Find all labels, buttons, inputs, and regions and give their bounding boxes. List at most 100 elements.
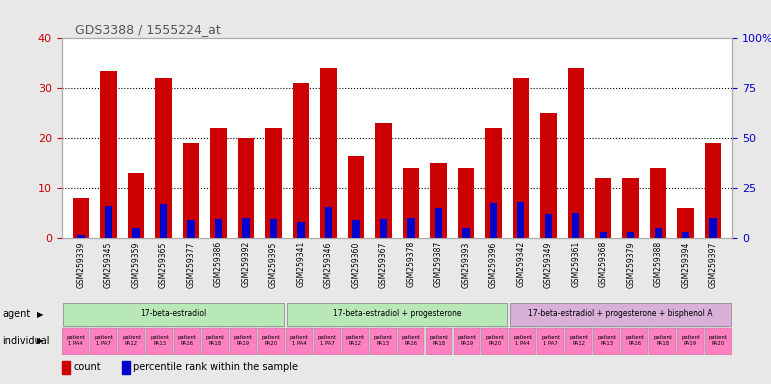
FancyBboxPatch shape bbox=[287, 303, 507, 326]
Bar bbox=[132, 228, 140, 238]
Bar bbox=[544, 214, 552, 238]
FancyBboxPatch shape bbox=[537, 328, 564, 355]
Text: patient
1 PA7: patient 1 PA7 bbox=[94, 335, 113, 346]
FancyBboxPatch shape bbox=[621, 328, 648, 355]
Text: patient
1 PA4: patient 1 PA4 bbox=[513, 335, 532, 346]
Bar bbox=[100, 71, 116, 238]
FancyBboxPatch shape bbox=[565, 328, 592, 355]
Text: GSM259339: GSM259339 bbox=[76, 241, 86, 288]
Text: patient
PA19: patient PA19 bbox=[681, 335, 700, 346]
Text: GSM259386: GSM259386 bbox=[214, 241, 223, 288]
Bar bbox=[77, 235, 85, 238]
Text: patient
PA12: patient PA12 bbox=[569, 335, 588, 346]
Text: patient
PA20: patient PA20 bbox=[486, 335, 504, 346]
Bar bbox=[513, 78, 529, 238]
Bar bbox=[122, 361, 130, 374]
Text: GSM259365: GSM259365 bbox=[159, 241, 168, 288]
Bar bbox=[210, 128, 227, 238]
Bar bbox=[595, 178, 611, 238]
Text: GSM259388: GSM259388 bbox=[654, 241, 663, 287]
Bar bbox=[237, 138, 254, 238]
FancyBboxPatch shape bbox=[118, 328, 145, 355]
Bar bbox=[187, 220, 194, 238]
Text: patient
1 PA7: patient 1 PA7 bbox=[541, 335, 561, 346]
Text: patient
PA18: patient PA18 bbox=[429, 335, 449, 346]
FancyBboxPatch shape bbox=[63, 303, 284, 326]
Text: GSM259392: GSM259392 bbox=[241, 241, 251, 288]
Text: GSM259396: GSM259396 bbox=[489, 241, 498, 288]
Bar bbox=[242, 218, 250, 238]
Bar bbox=[214, 219, 222, 238]
Text: patient
PA13: patient PA13 bbox=[374, 335, 392, 346]
Text: patient
1 PA4: patient 1 PA4 bbox=[290, 335, 308, 346]
FancyBboxPatch shape bbox=[593, 328, 620, 355]
Bar bbox=[270, 219, 277, 238]
Bar bbox=[655, 228, 662, 238]
Text: GSM259359: GSM259359 bbox=[131, 241, 140, 288]
Text: agent: agent bbox=[2, 309, 31, 319]
Text: patient
PA16: patient PA16 bbox=[178, 335, 197, 346]
FancyBboxPatch shape bbox=[398, 328, 425, 355]
Text: patient
PA20: patient PA20 bbox=[709, 335, 728, 346]
FancyBboxPatch shape bbox=[90, 328, 117, 355]
Bar bbox=[600, 232, 607, 238]
Text: patient
PA16: patient PA16 bbox=[402, 335, 420, 346]
Bar bbox=[375, 123, 392, 238]
Text: count: count bbox=[73, 362, 101, 372]
FancyBboxPatch shape bbox=[314, 328, 341, 355]
FancyBboxPatch shape bbox=[453, 328, 480, 355]
FancyBboxPatch shape bbox=[342, 328, 369, 355]
Text: patient
PA12: patient PA12 bbox=[122, 335, 141, 346]
Text: GSM259397: GSM259397 bbox=[709, 241, 718, 288]
FancyBboxPatch shape bbox=[481, 328, 508, 355]
Bar bbox=[325, 207, 332, 238]
Bar bbox=[567, 68, 584, 238]
FancyBboxPatch shape bbox=[258, 328, 284, 355]
Bar bbox=[155, 78, 172, 238]
Text: GSM259378: GSM259378 bbox=[406, 241, 416, 288]
Bar bbox=[352, 220, 359, 238]
Text: patient
PA13: patient PA13 bbox=[150, 335, 169, 346]
Text: patient
PA18: patient PA18 bbox=[653, 335, 672, 346]
Text: GSM259349: GSM259349 bbox=[544, 241, 553, 288]
Bar bbox=[160, 204, 167, 238]
Bar bbox=[320, 68, 337, 238]
Text: GSM259367: GSM259367 bbox=[379, 241, 388, 288]
Bar bbox=[709, 218, 717, 238]
Text: GSM259379: GSM259379 bbox=[626, 241, 635, 288]
FancyBboxPatch shape bbox=[230, 328, 257, 355]
Text: GSM259342: GSM259342 bbox=[517, 241, 525, 288]
FancyBboxPatch shape bbox=[677, 328, 704, 355]
FancyBboxPatch shape bbox=[649, 328, 676, 355]
FancyBboxPatch shape bbox=[202, 328, 229, 355]
Text: GSM259341: GSM259341 bbox=[296, 241, 305, 288]
Bar bbox=[485, 128, 501, 238]
Text: percentile rank within the sample: percentile rank within the sample bbox=[133, 362, 298, 372]
Bar bbox=[540, 113, 557, 238]
Text: GSM259345: GSM259345 bbox=[104, 241, 113, 288]
Bar bbox=[62, 361, 70, 374]
Text: patient
1 PA4: patient 1 PA4 bbox=[66, 335, 85, 346]
Bar bbox=[490, 203, 497, 238]
Bar bbox=[379, 219, 387, 238]
Bar bbox=[462, 228, 470, 238]
Bar bbox=[650, 168, 666, 238]
Bar bbox=[128, 173, 144, 238]
Text: GSM259346: GSM259346 bbox=[324, 241, 333, 288]
Bar bbox=[682, 232, 689, 238]
Text: 17-beta-estradiol + progesterone: 17-beta-estradiol + progesterone bbox=[333, 309, 461, 318]
Text: patient
PA19: patient PA19 bbox=[457, 335, 476, 346]
FancyBboxPatch shape bbox=[174, 328, 201, 355]
Bar bbox=[402, 168, 419, 238]
Bar bbox=[572, 213, 580, 238]
Text: individual: individual bbox=[2, 336, 50, 346]
Text: patient
PA20: patient PA20 bbox=[262, 335, 281, 346]
Text: ▶: ▶ bbox=[37, 310, 43, 319]
Bar bbox=[457, 168, 474, 238]
Text: patient
PA19: patient PA19 bbox=[234, 335, 253, 346]
Text: patient
PA18: patient PA18 bbox=[206, 335, 225, 346]
FancyBboxPatch shape bbox=[705, 328, 732, 355]
Bar bbox=[72, 198, 89, 238]
Bar bbox=[705, 143, 722, 238]
FancyBboxPatch shape bbox=[510, 328, 537, 355]
